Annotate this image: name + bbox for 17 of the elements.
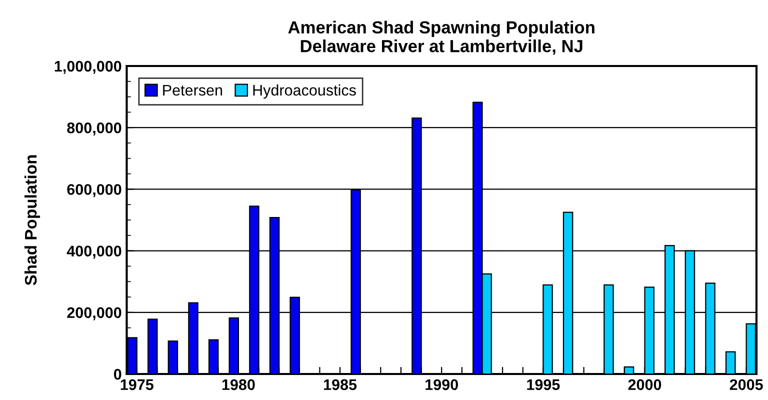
x-tick-label: 2000 (628, 379, 662, 390)
legend-label: Hydroacoustics (253, 84, 356, 99)
x-tick-label: 1975 (120, 379, 154, 390)
x-tick-label: 2005 (730, 379, 763, 390)
y-tick-label: 200,000 (67, 307, 122, 320)
y-tick-label: 1,000,000 (54, 60, 122, 74)
x-tick-label: 1995 (527, 379, 560, 390)
y-axis-title: Shad Population (24, 155, 40, 286)
y-tick-label: 400,000 (66, 246, 122, 259)
y-tick-label: 0 (114, 368, 122, 380)
x-tick-label: 1985 (324, 379, 357, 390)
y-tick-label: 800,000 (67, 122, 122, 136)
y-tick-label: 600,000 (67, 184, 122, 198)
chart-title: American Shad Spawning Population Delaware River at Lambertville, NJ (288, 20, 594, 55)
legend-label: Petersen (163, 84, 222, 96)
x-tick-label: 1980 (222, 379, 255, 390)
x-tick-label: 1990 (426, 379, 458, 390)
